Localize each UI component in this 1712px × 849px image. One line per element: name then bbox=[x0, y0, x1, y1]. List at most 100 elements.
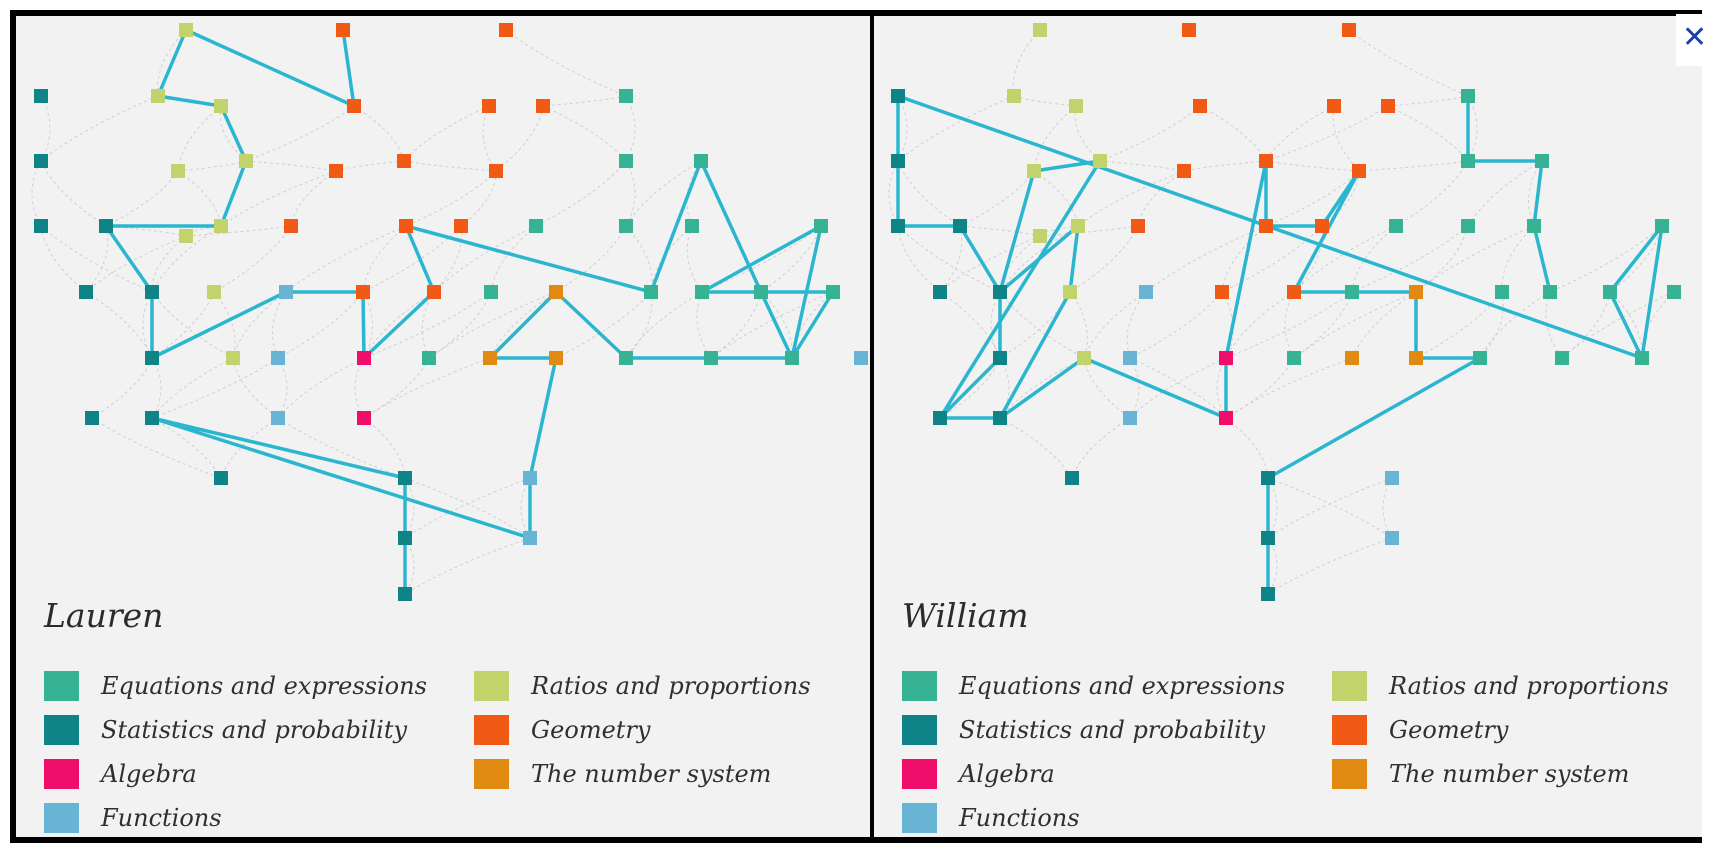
topic-node-statistics[interactable] bbox=[1261, 531, 1275, 545]
topic-node-ratios[interactable] bbox=[1027, 164, 1041, 178]
topic-node-algebra[interactable] bbox=[357, 411, 371, 425]
topic-node-statistics[interactable] bbox=[145, 351, 159, 365]
topic-node-functions[interactable] bbox=[1139, 285, 1153, 299]
topic-node-equations[interactable] bbox=[619, 351, 633, 365]
topic-node-statistics[interactable] bbox=[1065, 471, 1079, 485]
topic-node-ratios[interactable] bbox=[1093, 154, 1107, 168]
topic-node-ratios[interactable] bbox=[1007, 89, 1021, 103]
topic-node-number-system[interactable] bbox=[1409, 285, 1423, 299]
topic-node-geometry[interactable] bbox=[1259, 154, 1273, 168]
topic-node-ratios[interactable] bbox=[151, 89, 165, 103]
topic-node-geometry[interactable] bbox=[1352, 164, 1366, 178]
topic-node-algebra[interactable] bbox=[357, 351, 371, 365]
topic-node-number-system[interactable] bbox=[549, 351, 563, 365]
topic-node-geometry[interactable] bbox=[1315, 219, 1329, 233]
topic-node-ratios[interactable] bbox=[214, 219, 228, 233]
topic-node-geometry[interactable] bbox=[329, 164, 343, 178]
topic-node-equations[interactable] bbox=[619, 154, 633, 168]
topic-node-statistics[interactable] bbox=[145, 285, 159, 299]
topic-node-statistics[interactable] bbox=[85, 411, 99, 425]
topic-node-statistics[interactable] bbox=[891, 154, 905, 168]
topic-node-geometry[interactable] bbox=[397, 154, 411, 168]
topic-node-number-system[interactable] bbox=[483, 351, 497, 365]
topic-node-statistics[interactable] bbox=[933, 285, 947, 299]
topic-node-number-system[interactable] bbox=[1345, 351, 1359, 365]
topic-node-equations[interactable] bbox=[685, 219, 699, 233]
topic-node-functions[interactable] bbox=[271, 411, 285, 425]
topic-node-equations[interactable] bbox=[1655, 219, 1669, 233]
topic-node-ratios[interactable] bbox=[1033, 23, 1047, 37]
topic-node-statistics[interactable] bbox=[34, 219, 48, 233]
topic-node-geometry[interactable] bbox=[489, 164, 503, 178]
topic-node-statistics[interactable] bbox=[398, 587, 412, 601]
topic-node-functions[interactable] bbox=[279, 285, 293, 299]
topic-node-equations[interactable] bbox=[644, 285, 658, 299]
topic-node-geometry[interactable] bbox=[454, 219, 468, 233]
topic-node-geometry[interactable] bbox=[1215, 285, 1229, 299]
topic-node-functions[interactable] bbox=[523, 531, 537, 545]
topic-node-statistics[interactable] bbox=[214, 471, 228, 485]
topic-node-equations[interactable] bbox=[1461, 219, 1475, 233]
topic-node-ratios[interactable] bbox=[1071, 219, 1085, 233]
topic-node-equations[interactable] bbox=[1543, 285, 1557, 299]
topic-node-algebra[interactable] bbox=[1219, 411, 1233, 425]
topic-node-geometry[interactable] bbox=[499, 23, 513, 37]
topic-node-equations[interactable] bbox=[814, 219, 828, 233]
topic-node-number-system[interactable] bbox=[549, 285, 563, 299]
topic-node-statistics[interactable] bbox=[398, 531, 412, 545]
topic-node-equations[interactable] bbox=[1473, 351, 1487, 365]
topic-node-geometry[interactable] bbox=[1327, 99, 1341, 113]
topic-node-equations[interactable] bbox=[1389, 219, 1403, 233]
topic-node-statistics[interactable] bbox=[1261, 471, 1275, 485]
topic-node-statistics[interactable] bbox=[993, 285, 1007, 299]
topic-node-functions[interactable] bbox=[1385, 471, 1399, 485]
topic-node-equations[interactable] bbox=[785, 351, 799, 365]
topic-node-geometry[interactable] bbox=[284, 219, 298, 233]
topic-node-equations[interactable] bbox=[826, 285, 840, 299]
topic-node-equations[interactable] bbox=[1345, 285, 1359, 299]
topic-node-statistics[interactable] bbox=[34, 154, 48, 168]
topic-node-geometry[interactable] bbox=[427, 285, 441, 299]
topic-node-functions[interactable] bbox=[1123, 351, 1137, 365]
topic-node-equations[interactable] bbox=[619, 219, 633, 233]
topic-node-equations[interactable] bbox=[529, 219, 543, 233]
topic-node-statistics[interactable] bbox=[993, 351, 1007, 365]
topic-node-functions[interactable] bbox=[271, 351, 285, 365]
topic-node-statistics[interactable] bbox=[891, 219, 905, 233]
topic-node-geometry[interactable] bbox=[347, 99, 361, 113]
topic-node-geometry[interactable] bbox=[1287, 285, 1301, 299]
topic-node-geometry[interactable] bbox=[399, 219, 413, 233]
topic-node-equations[interactable] bbox=[694, 154, 708, 168]
topic-node-statistics[interactable] bbox=[891, 89, 905, 103]
topic-node-statistics[interactable] bbox=[1261, 587, 1275, 601]
topic-node-equations[interactable] bbox=[1535, 154, 1549, 168]
topic-node-ratios[interactable] bbox=[1069, 99, 1083, 113]
topic-node-statistics[interactable] bbox=[993, 411, 1007, 425]
topic-node-functions[interactable] bbox=[523, 471, 537, 485]
topic-node-ratios[interactable] bbox=[226, 351, 240, 365]
topic-node-geometry[interactable] bbox=[1259, 219, 1273, 233]
topic-node-algebra[interactable] bbox=[1219, 351, 1233, 365]
topic-node-equations[interactable] bbox=[1603, 285, 1617, 299]
topic-node-geometry[interactable] bbox=[336, 23, 350, 37]
topic-node-equations[interactable] bbox=[695, 285, 709, 299]
topic-node-geometry[interactable] bbox=[1381, 99, 1395, 113]
topic-node-statistics[interactable] bbox=[398, 471, 412, 485]
topic-node-functions[interactable] bbox=[854, 351, 868, 365]
topic-node-ratios[interactable] bbox=[1063, 285, 1077, 299]
topic-node-equations[interactable] bbox=[1667, 285, 1681, 299]
topic-node-geometry[interactable] bbox=[536, 99, 550, 113]
topic-node-geometry[interactable] bbox=[482, 99, 496, 113]
topic-node-statistics[interactable] bbox=[933, 411, 947, 425]
topic-node-geometry[interactable] bbox=[1182, 23, 1196, 37]
topic-node-equations[interactable] bbox=[619, 89, 633, 103]
topic-node-equations[interactable] bbox=[484, 285, 498, 299]
topic-node-equations[interactable] bbox=[1555, 351, 1569, 365]
topic-node-statistics[interactable] bbox=[79, 285, 93, 299]
topic-node-equations[interactable] bbox=[1287, 351, 1301, 365]
topic-node-statistics[interactable] bbox=[953, 219, 967, 233]
topic-node-geometry[interactable] bbox=[1131, 219, 1145, 233]
topic-node-geometry[interactable] bbox=[1177, 164, 1191, 178]
topic-node-equations[interactable] bbox=[1461, 89, 1475, 103]
topic-node-ratios[interactable] bbox=[179, 23, 193, 37]
